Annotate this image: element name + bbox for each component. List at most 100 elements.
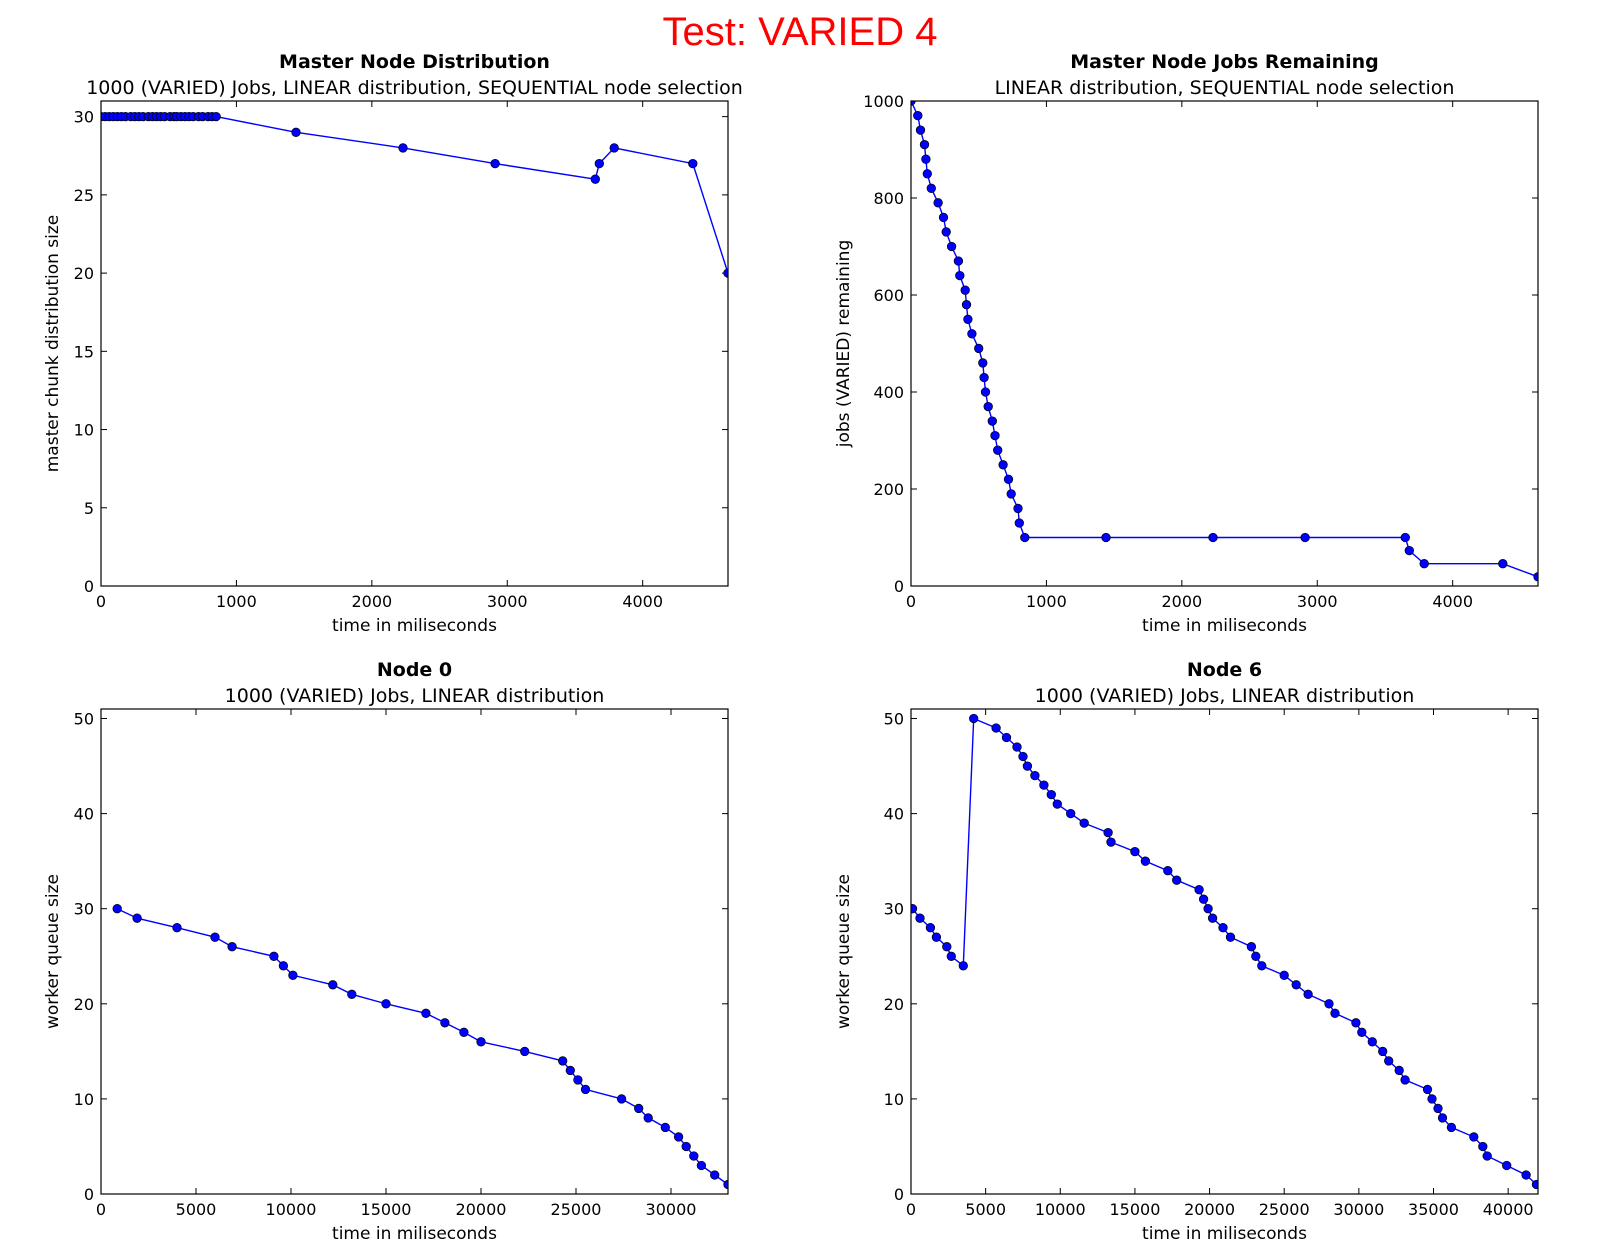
axes-frame: [910, 100, 1539, 587]
data-point: [1079, 818, 1089, 828]
data-point: [227, 942, 237, 952]
data-point: [689, 1151, 699, 1161]
plot-area: [911, 713, 1538, 1190]
x-tick-label: 5000: [176, 1200, 217, 1219]
x-tick-label: 10000: [1035, 1200, 1086, 1219]
data-point: [580, 1084, 591, 1095]
data-point: [1482, 1151, 1492, 1161]
x-tick-label: 30000: [1333, 1200, 1384, 1219]
y-axis-label: jobs (VARIED) remaining: [834, 240, 854, 449]
y-tick-label: 200: [873, 480, 904, 499]
data-point: [974, 343, 984, 354]
y-tick-label: 25: [74, 186, 94, 205]
x-tick-label: 15000: [1109, 1200, 1160, 1219]
data-point: [1207, 913, 1218, 923]
data-point: [1020, 532, 1030, 543]
data-point: [1003, 474, 1014, 484]
data-point: [688, 158, 698, 169]
data-point: [1066, 808, 1076, 819]
data-point: [1018, 751, 1028, 762]
data-point: [1225, 932, 1236, 942]
data-point: [1446, 1122, 1457, 1133]
chart-panel-3: Node 6 1000 (VARIED) Jobs, LINEAR distrib…: [834, 659, 1539, 1240]
data-point: [933, 198, 943, 208]
data-point: [609, 143, 619, 153]
x-axis-label: time in miliseconds: [1142, 1224, 1307, 1240]
data-point: [967, 329, 977, 339]
data-point: [1030, 770, 1040, 781]
data-point: [961, 300, 972, 310]
x-tick-label: 1000: [1026, 592, 1067, 611]
data-point: [958, 961, 968, 971]
data-point: [278, 961, 289, 971]
data-point: [421, 1008, 431, 1018]
data-point: [660, 1122, 670, 1133]
chart-title: Master Node Distribution: [279, 51, 550, 73]
axes-frame: [100, 100, 729, 587]
data-point: [590, 174, 600, 184]
data-point: [990, 430, 1000, 441]
data-point: [963, 314, 973, 324]
data-point: [1531, 1179, 1538, 1190]
y-axis-label: worker queue size: [834, 874, 854, 1029]
data-point: [1498, 559, 1508, 569]
x-tick-label: 0: [906, 1200, 916, 1219]
y-tick-label: 30: [884, 900, 904, 919]
data-point: [681, 1141, 691, 1152]
data-point: [919, 139, 930, 150]
y-tick-label: 800: [873, 189, 904, 208]
data-point: [1198, 894, 1209, 904]
data-point: [931, 932, 942, 942]
x-tick-label: 40000: [1483, 1200, 1534, 1219]
x-tick-label: 0: [96, 592, 106, 611]
data-point: [1140, 856, 1151, 866]
data-point: [922, 169, 932, 179]
data-point: [915, 913, 925, 923]
x-tick-label: 3000: [487, 592, 528, 611]
data-point: [1251, 951, 1261, 961]
data-point: [328, 980, 338, 990]
y-tick-label: 0: [84, 1185, 94, 1204]
data-point: [710, 1170, 720, 1180]
y-tick-label: 30: [74, 900, 94, 919]
plot-area: [112, 904, 728, 1190]
data-point: [941, 227, 951, 237]
data-point: [1001, 732, 1012, 743]
y-axis-label: worker queue size: [43, 874, 63, 1029]
data-point: [979, 372, 989, 383]
data-point: [1502, 1160, 1512, 1171]
data-point: [565, 1065, 575, 1076]
data-point: [978, 358, 988, 368]
chart-title: Node 6: [1187, 659, 1262, 681]
data-point: [459, 1027, 469, 1037]
y-tick-label: 20: [74, 264, 94, 283]
y-tick-label: 1000: [863, 92, 904, 111]
data-point: [594, 158, 604, 169]
data-point: [1400, 532, 1410, 543]
data-point: [210, 932, 220, 942]
data-point: [911, 904, 918, 914]
y-tick-label: 30: [74, 108, 94, 127]
data-point: [987, 416, 997, 426]
data-point: [925, 923, 936, 933]
y-tick-label: 600: [873, 286, 904, 305]
data-point: [440, 1018, 450, 1028]
data-point: [1400, 1075, 1410, 1085]
data-point: [1521, 1170, 1531, 1180]
data-point: [1394, 1065, 1404, 1076]
data-point: [291, 127, 301, 137]
data-point: [1203, 904, 1213, 914]
data-point: [172, 923, 182, 933]
x-tick-label: 2000: [351, 592, 392, 611]
series-line: [101, 115, 728, 274]
data-point: [938, 212, 949, 223]
data-point: [1279, 970, 1289, 980]
x-tick-label: 4000: [1432, 592, 1473, 611]
data-point: [1419, 559, 1429, 569]
data-point: [955, 270, 965, 281]
x-tick-label: 2000: [1161, 592, 1202, 611]
y-tick-label: 10: [74, 421, 94, 440]
data-point: [723, 1179, 728, 1190]
data-point: [921, 154, 931, 164]
